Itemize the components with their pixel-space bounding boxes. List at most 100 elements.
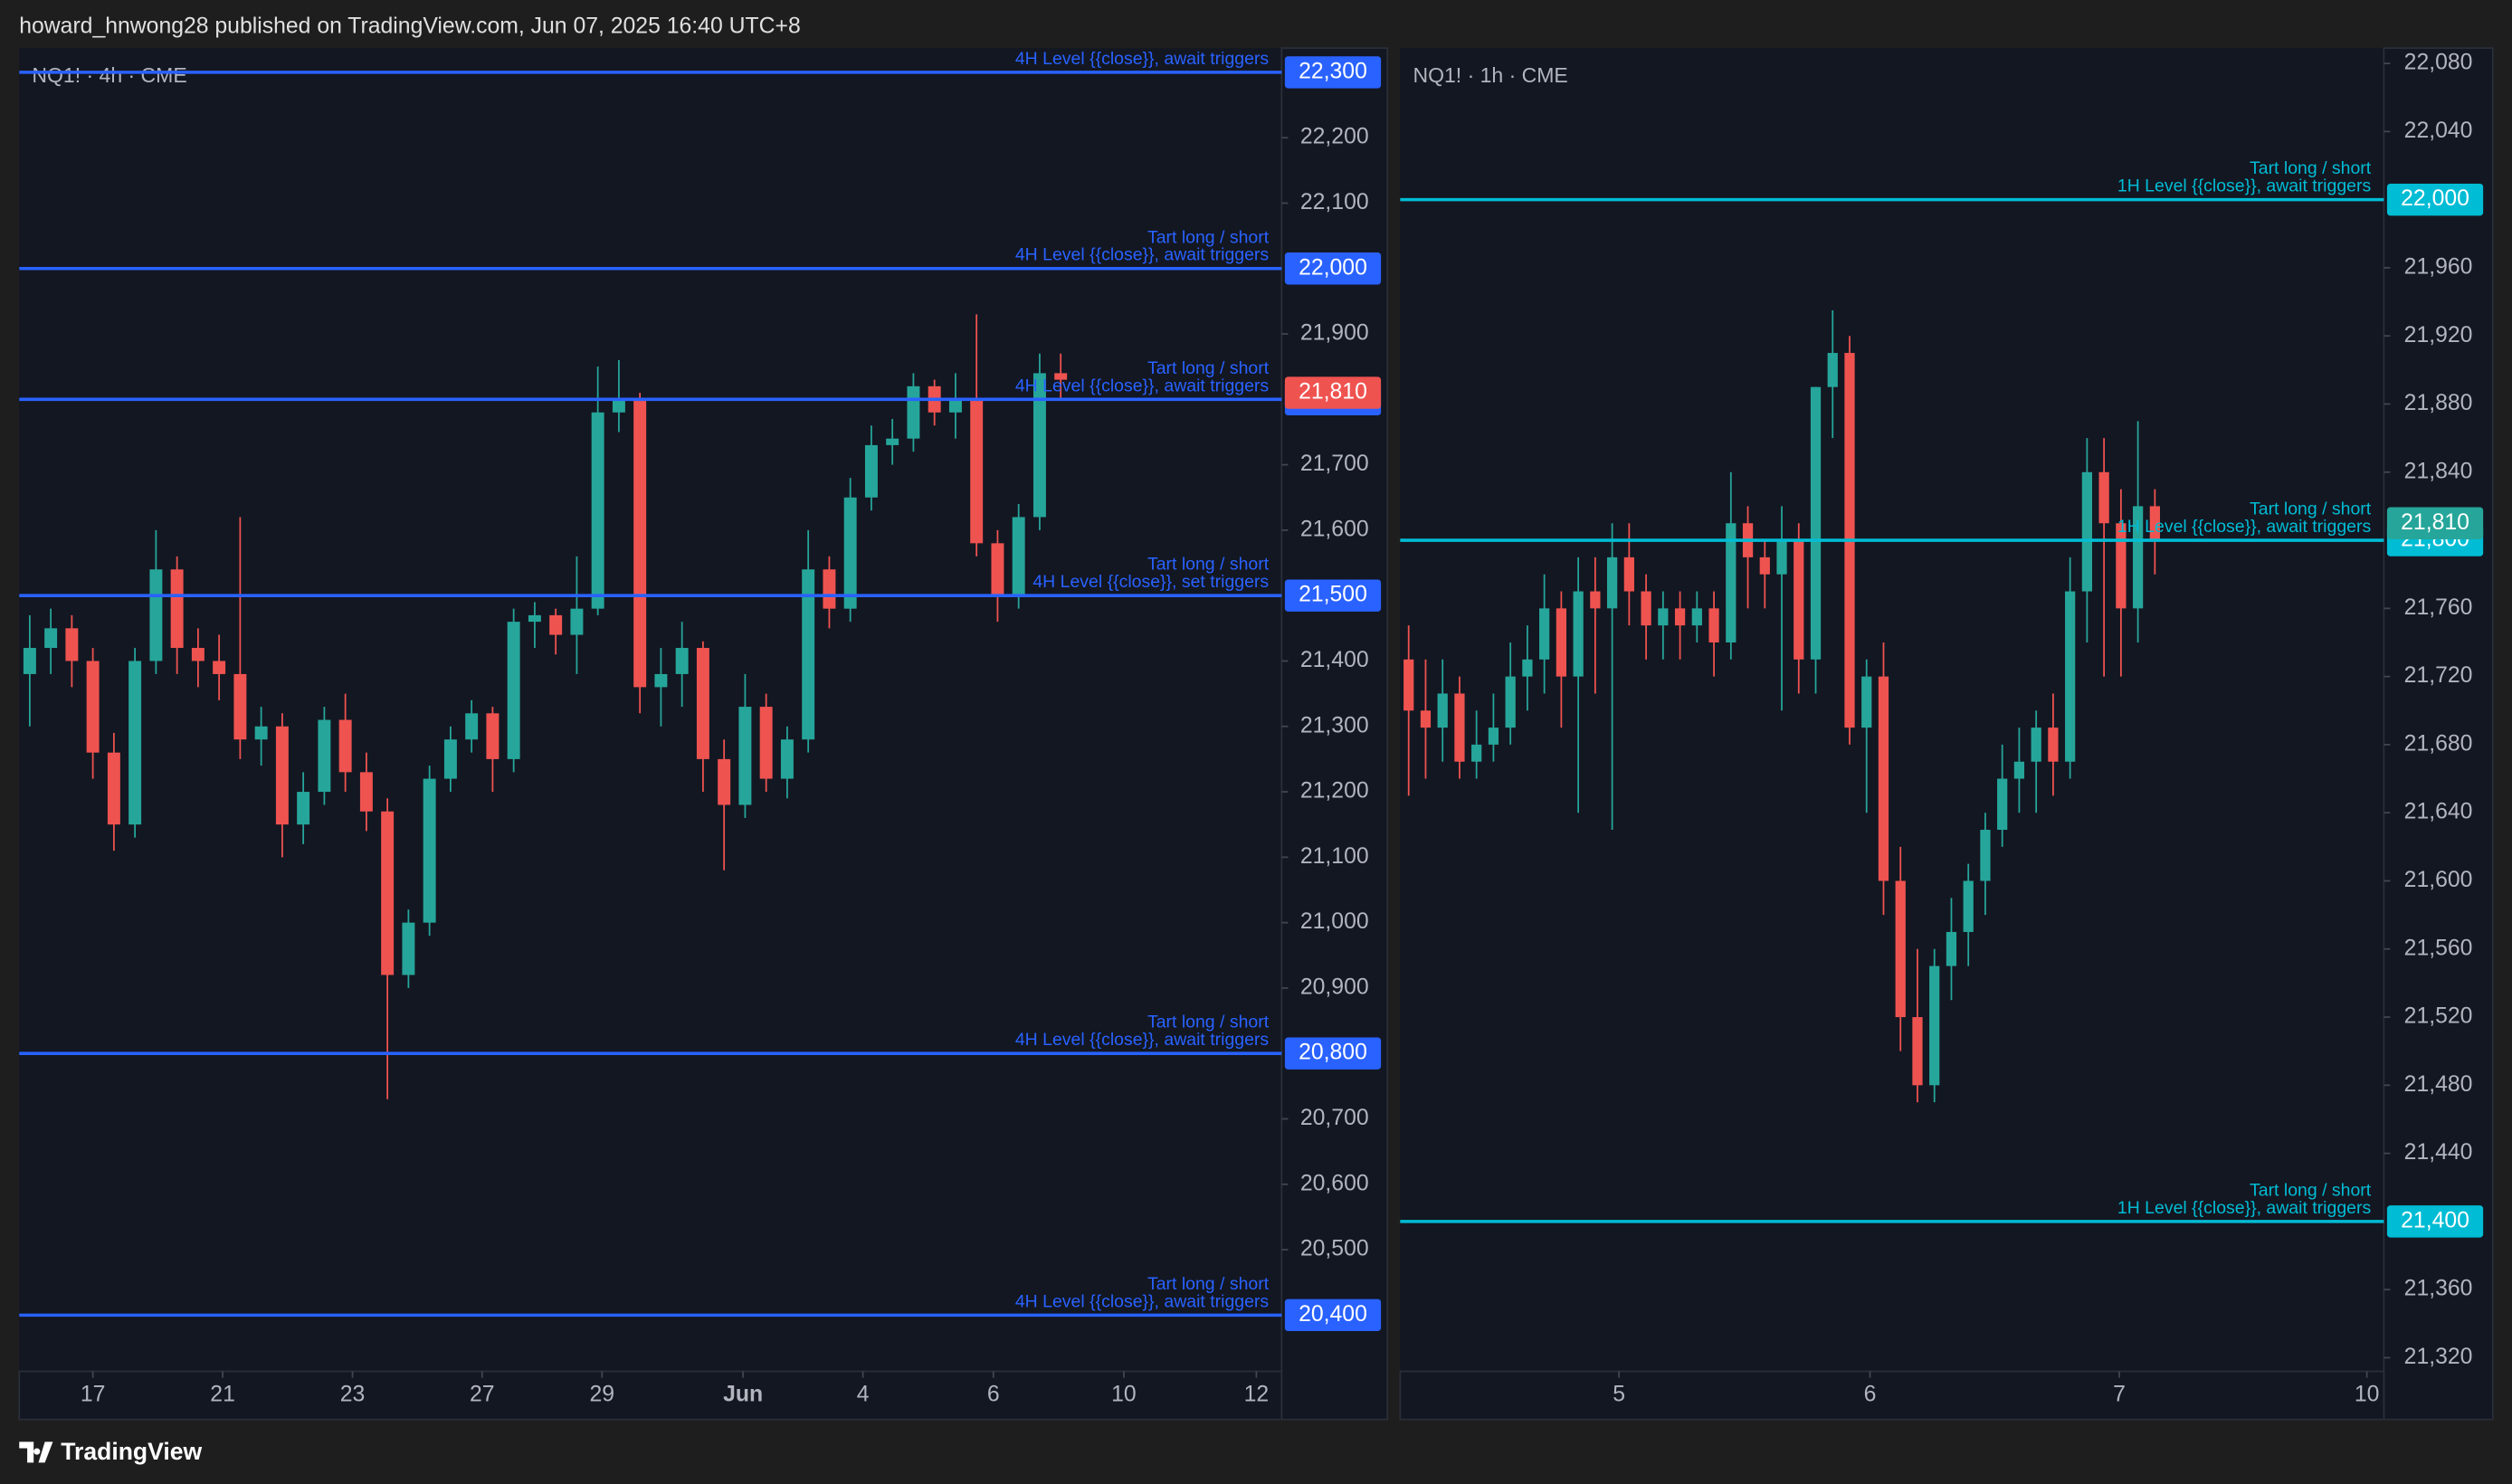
price-tag-label: 21,400: [2401, 1208, 2469, 1232]
x-tick-label: 4: [857, 1383, 870, 1407]
level-note: Tart long / short: [1147, 555, 1270, 575]
candle-body: [507, 622, 520, 759]
candle-body: [1471, 744, 1482, 762]
y-tick-label: 21,900: [1300, 321, 1369, 346]
candle-body: [1505, 676, 1516, 728]
x-tick-label: 23: [340, 1383, 366, 1407]
last-price-tag: [2386, 507, 2484, 539]
candle-body: [443, 739, 457, 779]
candle-body: [2116, 523, 2127, 609]
candle-body: [254, 726, 268, 740]
candle-body: [1556, 608, 1567, 677]
y-tick-label: 21,560: [2404, 936, 2473, 960]
y-tick-label: 21,700: [1300, 452, 1369, 476]
candle-body: [802, 569, 815, 740]
y-tick-label: 22,040: [2404, 119, 2473, 143]
level-note: Tart long / short: [1147, 358, 1270, 378]
candle-body: [318, 719, 331, 793]
price-tag: [1284, 1037, 1382, 1070]
level-note: 4H Level {{close}}, await triggers: [1015, 1291, 1270, 1311]
chart-panel: NQ1! · 4h · CME 20,500 20,600 20,700 20,900 2…: [18, 47, 1389, 1421]
candle-body: [1691, 608, 1702, 626]
last-price-tag: [1284, 376, 1382, 409]
x-tick-label: 12: [1244, 1383, 1270, 1407]
last-price-label: 21,810: [1299, 380, 1367, 404]
y-tick-label: 21,360: [2404, 1277, 2473, 1301]
candle-body: [297, 792, 310, 825]
level-note: Tart long / short: [1147, 1013, 1270, 1032]
candle-body: [170, 569, 184, 649]
y-tick-label: 21,320: [2404, 1345, 2473, 1369]
x-tick-label: 6: [1864, 1383, 1877, 1407]
candle-body: [2149, 506, 2160, 541]
y-tick-label: 21,480: [2404, 1072, 2473, 1097]
y-tick-label: 22,080: [2404, 51, 2473, 75]
y-tick-label: 21,680: [2404, 731, 2473, 756]
x-tick-label: 27: [470, 1383, 495, 1407]
candle-body: [1861, 676, 1872, 728]
price-axis: [2383, 47, 2494, 1421]
candle-body: [486, 713, 500, 759]
y-tick-label: 21,520: [2404, 1004, 2473, 1029]
price-tag: [2386, 183, 2484, 216]
candle-body: [1895, 880, 1906, 1018]
candle-body: [675, 648, 689, 674]
candle-body: [1759, 556, 1770, 575]
y-tick-label: 21,300: [1300, 713, 1369, 737]
candle-body: [1963, 880, 1974, 932]
candle-body: [1726, 523, 1737, 642]
candle-body: [718, 758, 731, 805]
candle-body: [780, 739, 794, 779]
candle-body: [991, 543, 1004, 596]
candle-body: [654, 673, 668, 688]
level-note: Tart long / short: [1147, 1274, 1270, 1294]
candle-body: [1776, 540, 1787, 575]
candle-body: [381, 811, 395, 975]
candle-body: [1437, 693, 1448, 728]
y-tick-label: 21,000: [1300, 909, 1369, 934]
y-tick-label: 21,880: [2404, 391, 2473, 415]
candle-body: [213, 661, 226, 674]
last-price-label: 21,810: [2401, 510, 2469, 535]
price-tag-label: 21,500: [1299, 583, 1367, 607]
y-tick-label: 21,100: [1300, 844, 1369, 869]
candle-body: [759, 707, 773, 779]
candle-body: [1997, 778, 2008, 831]
footer-brand: TradingView: [61, 1438, 202, 1465]
candle-body: [591, 412, 604, 609]
y-tick-label: 21,840: [2404, 459, 2473, 483]
x-tick-label: 5: [1613, 1383, 1625, 1407]
y-tick-label: 22,100: [1300, 190, 1369, 214]
level-note: 1H Level {{close}}, await triggers: [2117, 1198, 2372, 1218]
price-tag: [1284, 56, 1382, 89]
candle-body: [1522, 659, 1533, 677]
y-tick-label: 21,440: [2404, 1140, 2473, 1165]
price-tag-label: 22,000: [1299, 255, 1367, 280]
candle-body: [1054, 373, 1068, 380]
price-tag-label: 22,300: [1299, 59, 1367, 83]
x-tick-label: 10: [1111, 1383, 1137, 1407]
chart-title: NQ1! · 4h · CME: [32, 63, 186, 87]
price-tag: [1284, 252, 1382, 285]
candle-body: [843, 497, 857, 609]
candle-body: [1606, 556, 1618, 609]
price-tag: [1284, 1298, 1382, 1332]
candle-body: [1488, 728, 1499, 745]
candle-body: [402, 922, 415, 975]
y-tick-label: 20,500: [1300, 1237, 1369, 1261]
candle-body: [864, 444, 878, 498]
candle-body: [1641, 591, 1651, 626]
candle-body: [1403, 659, 1414, 711]
candle-body: [2013, 761, 2025, 779]
y-tick-label: 21,400: [1300, 648, 1369, 672]
candle-body: [86, 661, 100, 753]
candle-body: [1929, 966, 1940, 1086]
candle-body: [1708, 608, 1719, 642]
time-axis: [1399, 1370, 2385, 1421]
y-tick-label: 22,200: [1300, 125, 1369, 149]
candle-body: [107, 752, 120, 825]
candle-body: [359, 772, 373, 812]
y-tick-label: 21,760: [2404, 595, 2473, 620]
candle-body: [1454, 693, 1465, 762]
candle-body: [465, 713, 479, 740]
